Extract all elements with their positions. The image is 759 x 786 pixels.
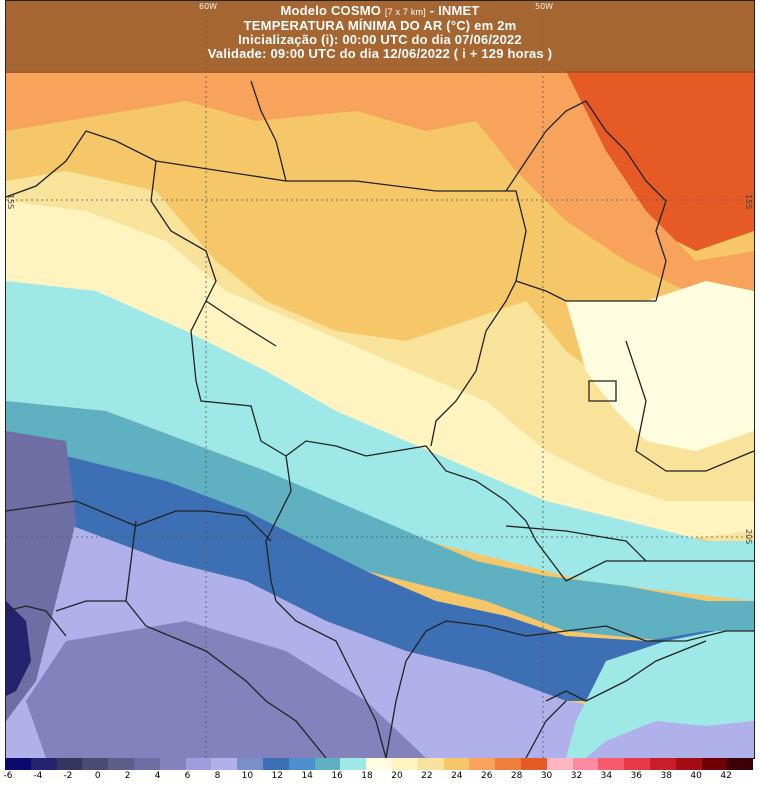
color-swatch (598, 758, 625, 770)
color-swatch (30, 758, 57, 770)
color-scale-tick-label: 12 (271, 771, 283, 781)
color-scale-tick-label: 20 (391, 771, 403, 781)
color-scale-tick-label: -6 (3, 771, 13, 781)
color-swatch (211, 758, 238, 770)
color-scale-tick-label: 22 (421, 771, 433, 781)
header-line-4: Validade: 09:00 UTC do dia 12/06/2022 ( … (207, 46, 553, 61)
color-swatch (520, 758, 547, 770)
color-scale-tick-label: 8 (214, 771, 221, 781)
color-swatch (675, 758, 702, 770)
lat-label-20s-right: 20S (744, 529, 753, 545)
color-scale-tick-label: 16 (331, 771, 343, 781)
temp-zone-orange-ne (476, 71, 754, 301)
color-scale-tick-label: 14 (301, 771, 313, 781)
color-swatch (546, 758, 573, 770)
temp-zone-orange-n (6, 71, 486, 131)
color-scale-tick-label: 30 (540, 771, 553, 781)
temperature-map (6, 1, 754, 758)
color-scale-tick-label: 24 (451, 771, 463, 781)
temp-zone-cyan (6, 281, 754, 601)
grid-lines (6, 1, 754, 758)
color-swatch (469, 758, 496, 770)
color-swatch (56, 758, 83, 770)
color-swatch (649, 758, 676, 770)
header-resolution: [7 x 7 km] (384, 7, 426, 17)
color-scale-tick-label: 4 (154, 771, 161, 781)
header-model: Modelo COSMO (280, 3, 385, 18)
color-swatch (288, 758, 315, 770)
color-swatch (572, 758, 599, 770)
temp-zone-cream-e (566, 281, 754, 451)
color-swatch (262, 758, 289, 770)
lon-label-60w: 60W (199, 2, 218, 11)
color-scale-tick-label: 10 (241, 771, 254, 781)
color-scale-ticks: -6 -4 -2 0 2 4 6 8 10 12 14 16 18 20 22 24 26 28 30 32 34 36 3… (3, 771, 753, 785)
color-swatch (391, 758, 418, 770)
color-scale-tick-label: 34 (600, 771, 613, 781)
header-line-3: Inicialização (i): 00:00 UTC do dia 07/0… (238, 32, 522, 47)
color-swatch (701, 758, 728, 770)
color-swatch (314, 758, 341, 770)
color-scale-tick-label: 38 (660, 771, 672, 781)
color-scale-tick-label: -2 (63, 771, 73, 781)
color-scale-tick-label: 40 (690, 771, 702, 781)
color-swatch (82, 758, 109, 770)
color-swatch (340, 758, 367, 770)
color-swatch (185, 758, 212, 770)
map-frame: Modelo COSMO [7 x 7 km] - INMET TEMPERAT… (5, 0, 755, 759)
color-scale-tick-label: 0 (94, 771, 101, 781)
color-swatch (237, 758, 263, 770)
color-swatch (108, 758, 134, 770)
map-header: Modelo COSMO [7 x 7 km] - INMET TEMPERAT… (6, 1, 754, 73)
color-swatch (624, 758, 650, 770)
color-swatch (159, 758, 186, 770)
color-scale-tick-label: 26 (480, 771, 493, 781)
color-scale-tick-label: 32 (570, 771, 583, 781)
color-scale-tick-label: -4 (33, 771, 43, 781)
temp-zone-ocean-cyan (566, 631, 754, 758)
color-scale-bar (5, 758, 754, 770)
temp-zone-darkblue (6, 601, 31, 696)
color-scale-tick-label: 28 (510, 771, 523, 781)
color-scale-tick-label: 36 (630, 771, 643, 781)
temp-zone-cream-w (6, 201, 754, 541)
header-source: - INMET (425, 3, 480, 18)
temp-zone-blue (6, 441, 754, 701)
political-borders (6, 80, 754, 758)
color-swatch (133, 758, 160, 770)
color-scale-tick-label: 18 (361, 771, 373, 781)
temp-zone-violet (26, 621, 426, 758)
color-swatch (366, 758, 392, 770)
color-swatch (727, 758, 754, 770)
lat-label-15s-right: 15S (744, 194, 753, 210)
color-swatch (443, 758, 470, 770)
lon-label-50w: 50W (535, 2, 554, 11)
color-scale-tick-label: 2 (124, 771, 131, 781)
lat-label-15s-left: 15S (6, 194, 15, 210)
header-line-1: Modelo COSMO [7 x 7 km] - INMET (6, 4, 754, 19)
color-scale-tick-label: 42 (720, 771, 732, 781)
color-scale-tick-label: 6 (184, 771, 191, 781)
header-line-2: TEMPERATURA MÍNIMA DO AR (°C) em 2m (243, 18, 517, 33)
color-swatch (5, 758, 31, 770)
color-swatch (495, 758, 521, 770)
color-swatch (417, 758, 444, 770)
